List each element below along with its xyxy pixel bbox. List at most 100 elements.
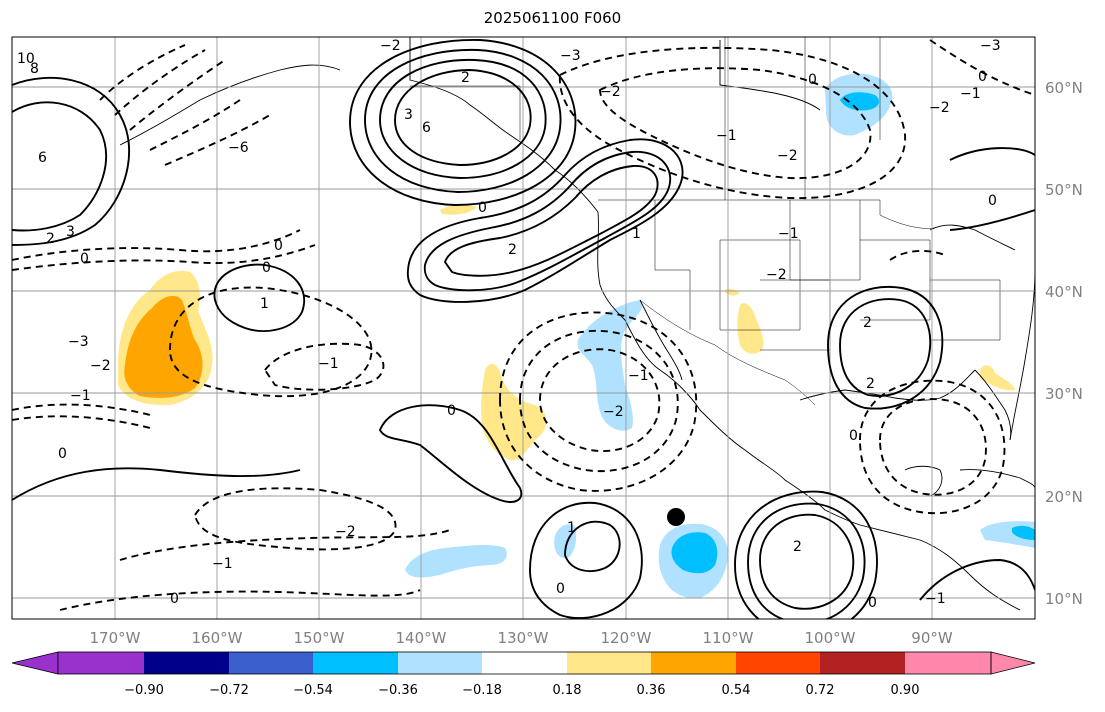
contour-label: −2 xyxy=(766,267,787,283)
positive-anomaly-small xyxy=(440,204,477,215)
contour-label: −1 xyxy=(628,368,649,384)
lon-tick-label: 110°W xyxy=(703,629,754,647)
contour-pos-texas-1 xyxy=(839,298,932,397)
contour-label: −2 xyxy=(929,100,950,116)
contour-neg-east-1 xyxy=(879,398,987,496)
colorbar-tick-label: 0.18 xyxy=(553,683,582,698)
alaska-coast xyxy=(409,37,599,213)
contour-pos-lower-left xyxy=(12,467,301,501)
contour-label: −1 xyxy=(70,388,91,404)
latitude-labels: 60°N 50°N 40°N 30°N 20°N 10°N xyxy=(1045,79,1083,608)
west-coast-us xyxy=(597,211,921,541)
contour-neg-mid-2 xyxy=(12,244,316,271)
contour-label: 0 xyxy=(58,446,67,462)
contour-pos-central-america xyxy=(919,559,1035,601)
contour-neg-south-3 xyxy=(59,589,421,611)
colorbar-tick-label: −0.36 xyxy=(378,683,418,698)
strong-negative-anomaly-mexico xyxy=(671,532,718,574)
contour-label: −1 xyxy=(925,591,946,607)
canada-alaska-border xyxy=(410,85,521,140)
colorbar-segment xyxy=(313,652,398,674)
contour-pos-alaska-3 xyxy=(364,49,562,193)
contour-label: 0 xyxy=(478,200,487,216)
lat-tick-label: 10°N xyxy=(1045,590,1083,608)
contour-pos-low-center xyxy=(213,263,305,332)
contour-label: 2 xyxy=(863,315,872,331)
colorbar-segment xyxy=(651,652,736,674)
contour-neg-baja-3 xyxy=(499,311,698,492)
contour-label: −2 xyxy=(600,84,621,100)
contour-pos-south-3 xyxy=(734,490,878,619)
contour-label: −1 xyxy=(318,356,339,372)
contour-label: 0 xyxy=(849,428,858,444)
storm-position-marker xyxy=(667,508,685,526)
colorbar-frame xyxy=(57,651,992,675)
contour-label: −3 xyxy=(980,38,1001,54)
contour-pos-south-2 xyxy=(747,502,866,619)
negative-contours xyxy=(12,39,1035,611)
contour-pos-south-west xyxy=(529,501,643,619)
contour-label: 2 xyxy=(793,539,802,555)
contour-label: 0 xyxy=(447,403,456,419)
contour-neg-west-trough-1 xyxy=(99,44,226,131)
contour-neg-west-trough-2 xyxy=(149,99,271,166)
colorbar-extend-high xyxy=(990,651,1036,675)
colorbar-segment xyxy=(820,652,905,674)
contour-pos-alaska-1 xyxy=(394,69,532,166)
positive-anomaly-colorado xyxy=(725,288,740,296)
contour-neg-mid-3 xyxy=(12,403,151,429)
contour-neg-south-2 xyxy=(119,529,451,561)
colorbar-segment xyxy=(144,652,229,674)
contour-label: 2 xyxy=(461,70,470,86)
colorbar-segment xyxy=(905,652,991,674)
colorbar-segment xyxy=(736,652,820,674)
contour-label: 0 xyxy=(868,595,877,611)
contour-label: 2 xyxy=(46,231,55,247)
colorbar-segment xyxy=(482,652,567,674)
us-canada-border xyxy=(598,199,936,229)
lon-tick-label: 90°W xyxy=(911,629,953,647)
contour-pos-ridge-1 xyxy=(406,138,684,303)
hudson-bay xyxy=(719,40,821,111)
contour-label: 6 xyxy=(422,120,431,136)
baja-peninsula xyxy=(639,299,683,381)
map-title: 2025061100 F060 xyxy=(483,9,622,27)
contour-label: 2 xyxy=(866,376,875,392)
contour-neg-central-2 xyxy=(263,342,385,391)
contour-label: 2 xyxy=(508,242,517,258)
contour-label: 3 xyxy=(404,107,413,123)
contour-label: 0 xyxy=(808,72,817,88)
contour-pos-alaska-2 xyxy=(379,59,547,179)
contour-labels: 6 3 2 2 0 0 1 3 2 0 6 10 8 −3 −2 −1 −1 0… xyxy=(17,38,1001,611)
state-lines-5 xyxy=(930,279,1001,341)
contour-label: −2 xyxy=(335,524,356,540)
contour-pos-alaska-4 xyxy=(349,39,577,206)
coastlines xyxy=(119,37,1035,611)
contour-label: 0 xyxy=(274,238,283,254)
contour-neg-far-east xyxy=(889,39,1035,261)
colorbar-tick-label: 0.54 xyxy=(722,683,751,698)
lon-tick-label: 100°W xyxy=(805,629,856,647)
lat-tick-label: 60°N xyxy=(1045,79,1083,97)
lat-tick-label: 20°N xyxy=(1045,488,1083,506)
state-lines-2 xyxy=(719,239,801,331)
colorbar-tick-label: −0.18 xyxy=(462,683,502,698)
negative-anomaly-hawaii-south xyxy=(405,544,507,578)
lat-tick-label: 30°N xyxy=(1045,385,1083,403)
contour-neg-baja-2 xyxy=(519,329,679,472)
positive-contours xyxy=(12,39,1035,619)
contour-label: 10 xyxy=(17,51,35,67)
contour-label: −2 xyxy=(603,404,624,420)
contour-label: 0 xyxy=(80,251,89,267)
contour-label: 1 xyxy=(632,226,641,242)
contour-pos-ridge-3 xyxy=(443,165,659,277)
colorbar-tick-label: 0.90 xyxy=(891,683,920,698)
longitude-labels: 170°W 160°W 150°W 140°W 130°W 120°W 110°… xyxy=(90,629,953,647)
contour-label: −3 xyxy=(68,334,89,350)
colorbar: −0.90 −0.72 −0.54 −0.36 −0.18 0.18 0.36 … xyxy=(11,651,1036,698)
contour-label: 0 xyxy=(556,581,565,597)
florida xyxy=(974,369,1012,441)
strong-positive-anomaly xyxy=(124,295,203,398)
contour-pos-west-1 xyxy=(12,101,108,232)
